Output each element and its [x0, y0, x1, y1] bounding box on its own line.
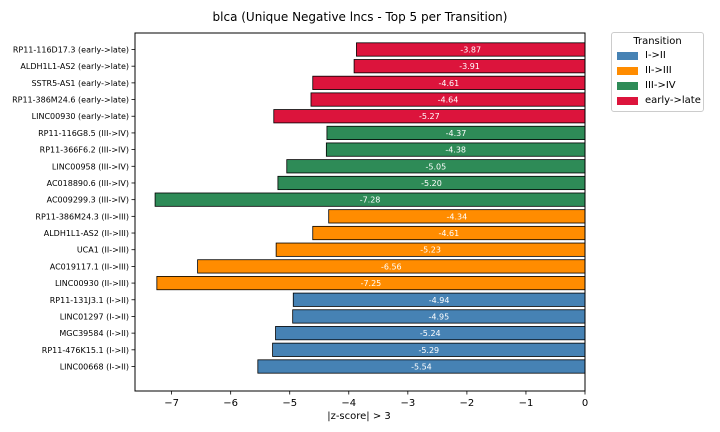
bar-value-label: -5.54 — [411, 363, 432, 372]
legend-label-ii-iii: II->III — [645, 65, 672, 76]
y-tick-label: RP11-366F6.2 (III->IV) — [40, 146, 129, 155]
bar-value-label: -5.05 — [426, 162, 447, 171]
y-axis-ticks: RP11-116D17.3 (early->late) ALDH1L1-AS2 (… — [12, 46, 135, 372]
y-tick-label: RP11-116G8.5 (III->IV) — [38, 129, 129, 138]
y-tick-label: LINC00930 (II->III) — [55, 279, 129, 288]
legend: Transition I->II II->III III->IV early->… — [611, 32, 704, 112]
y-tick-label: LINC00930 (early->late) — [32, 112, 129, 121]
bar-value-label: -4.61 — [439, 79, 460, 88]
bar-value-label: -7.25 — [361, 279, 382, 288]
y-tick-label: MGC39584 (I->II) — [59, 329, 129, 338]
legend-label-early-late: early->late — [645, 95, 701, 106]
y-tick-label: RP11-386M24.3 (II->III) — [35, 212, 129, 221]
x-tick-label: −7 — [164, 398, 179, 409]
legend-label-i-ii: I->II — [645, 50, 666, 61]
y-tick-label: LINC00668 (I->II) — [60, 363, 129, 372]
bar-value-label: -5.27 — [419, 112, 440, 121]
x-axis-ticks: −7 −6 −5 −4 −3 −2 −1 0 — [164, 391, 588, 409]
bar-value-label: -5.24 — [420, 329, 441, 338]
legend-swatch-i-ii — [617, 52, 638, 60]
legend-swatch-iii-iv — [617, 82, 638, 90]
bar-value-label: -5.23 — [420, 246, 441, 255]
bar-value-label: -3.87 — [460, 46, 481, 55]
x-tick-label: −5 — [282, 398, 297, 409]
y-tick-label: RP11-116D17.3 (early->late) — [13, 46, 129, 55]
legend-swatch-early-late — [617, 97, 638, 105]
bars-layer: -3.87 -3.91 -4.61 -4.64 -5.27 -4.37 -4.38 -5.05… — [154, 42, 586, 374]
x-tick-label: −4 — [341, 398, 356, 409]
bar-value-label: -4.34 — [446, 212, 467, 221]
y-tick-label: SSTR5-AS1 (early->late) — [31, 79, 129, 88]
y-tick-label: ALDH1L1-AS2 (II->III) — [44, 229, 129, 238]
legend-swatch-ii-iii — [617, 67, 638, 75]
x-tick-label: −2 — [460, 398, 475, 409]
bar-value-label: -5.20 — [421, 179, 442, 188]
x-tick-label: −1 — [519, 398, 534, 409]
x-tick-label: −6 — [223, 398, 238, 409]
y-tick-label: AC018890.6 (III->IV) — [47, 179, 129, 188]
bar-value-label: -6.56 — [381, 262, 402, 271]
y-tick-label: LINC01297 (I->II) — [60, 312, 129, 321]
x-tick-label: 0 — [582, 398, 588, 409]
bar-value-label: -5.29 — [418, 346, 439, 355]
legend-label-iii-iv: III->IV — [645, 80, 676, 91]
y-tick-label: RP11-131J3.1 (I->II) — [50, 296, 129, 305]
bar-value-label: -3.91 — [459, 62, 480, 71]
y-tick-label: AC019117.1 (II->III) — [50, 262, 129, 271]
y-tick-label: LINC00958 (III->IV) — [52, 162, 129, 171]
bar-value-label: -4.38 — [445, 146, 466, 155]
bar-value-label: -4.94 — [429, 296, 450, 305]
y-tick-label: RP11-386M24.6 (early->late) — [12, 96, 129, 105]
bar-value-label: -4.61 — [439, 229, 460, 238]
chart-title: blca (Unique Negative lncs - Top 5 per T… — [213, 10, 508, 24]
bar-value-label: -4.37 — [446, 129, 467, 138]
bar-value-label: -7.28 — [360, 196, 381, 205]
x-tick-label: −3 — [400, 398, 415, 409]
x-axis-label: |z-score| > 3 — [327, 411, 391, 422]
y-tick-label: ALDH1L1-AS2 (early->late) — [20, 62, 129, 71]
bar-value-label: -4.95 — [428, 312, 449, 321]
y-tick-label: AC009299.3 (III->IV) — [47, 196, 129, 205]
bar-value-label: -4.64 — [438, 96, 459, 105]
plot-frame — [134, 32, 586, 392]
y-tick-label: RP11-476K15.1 (I->II) — [42, 346, 129, 355]
legend-title: Transition — [633, 36, 682, 47]
y-tick-label: UCA1 (II->III) — [77, 246, 129, 255]
